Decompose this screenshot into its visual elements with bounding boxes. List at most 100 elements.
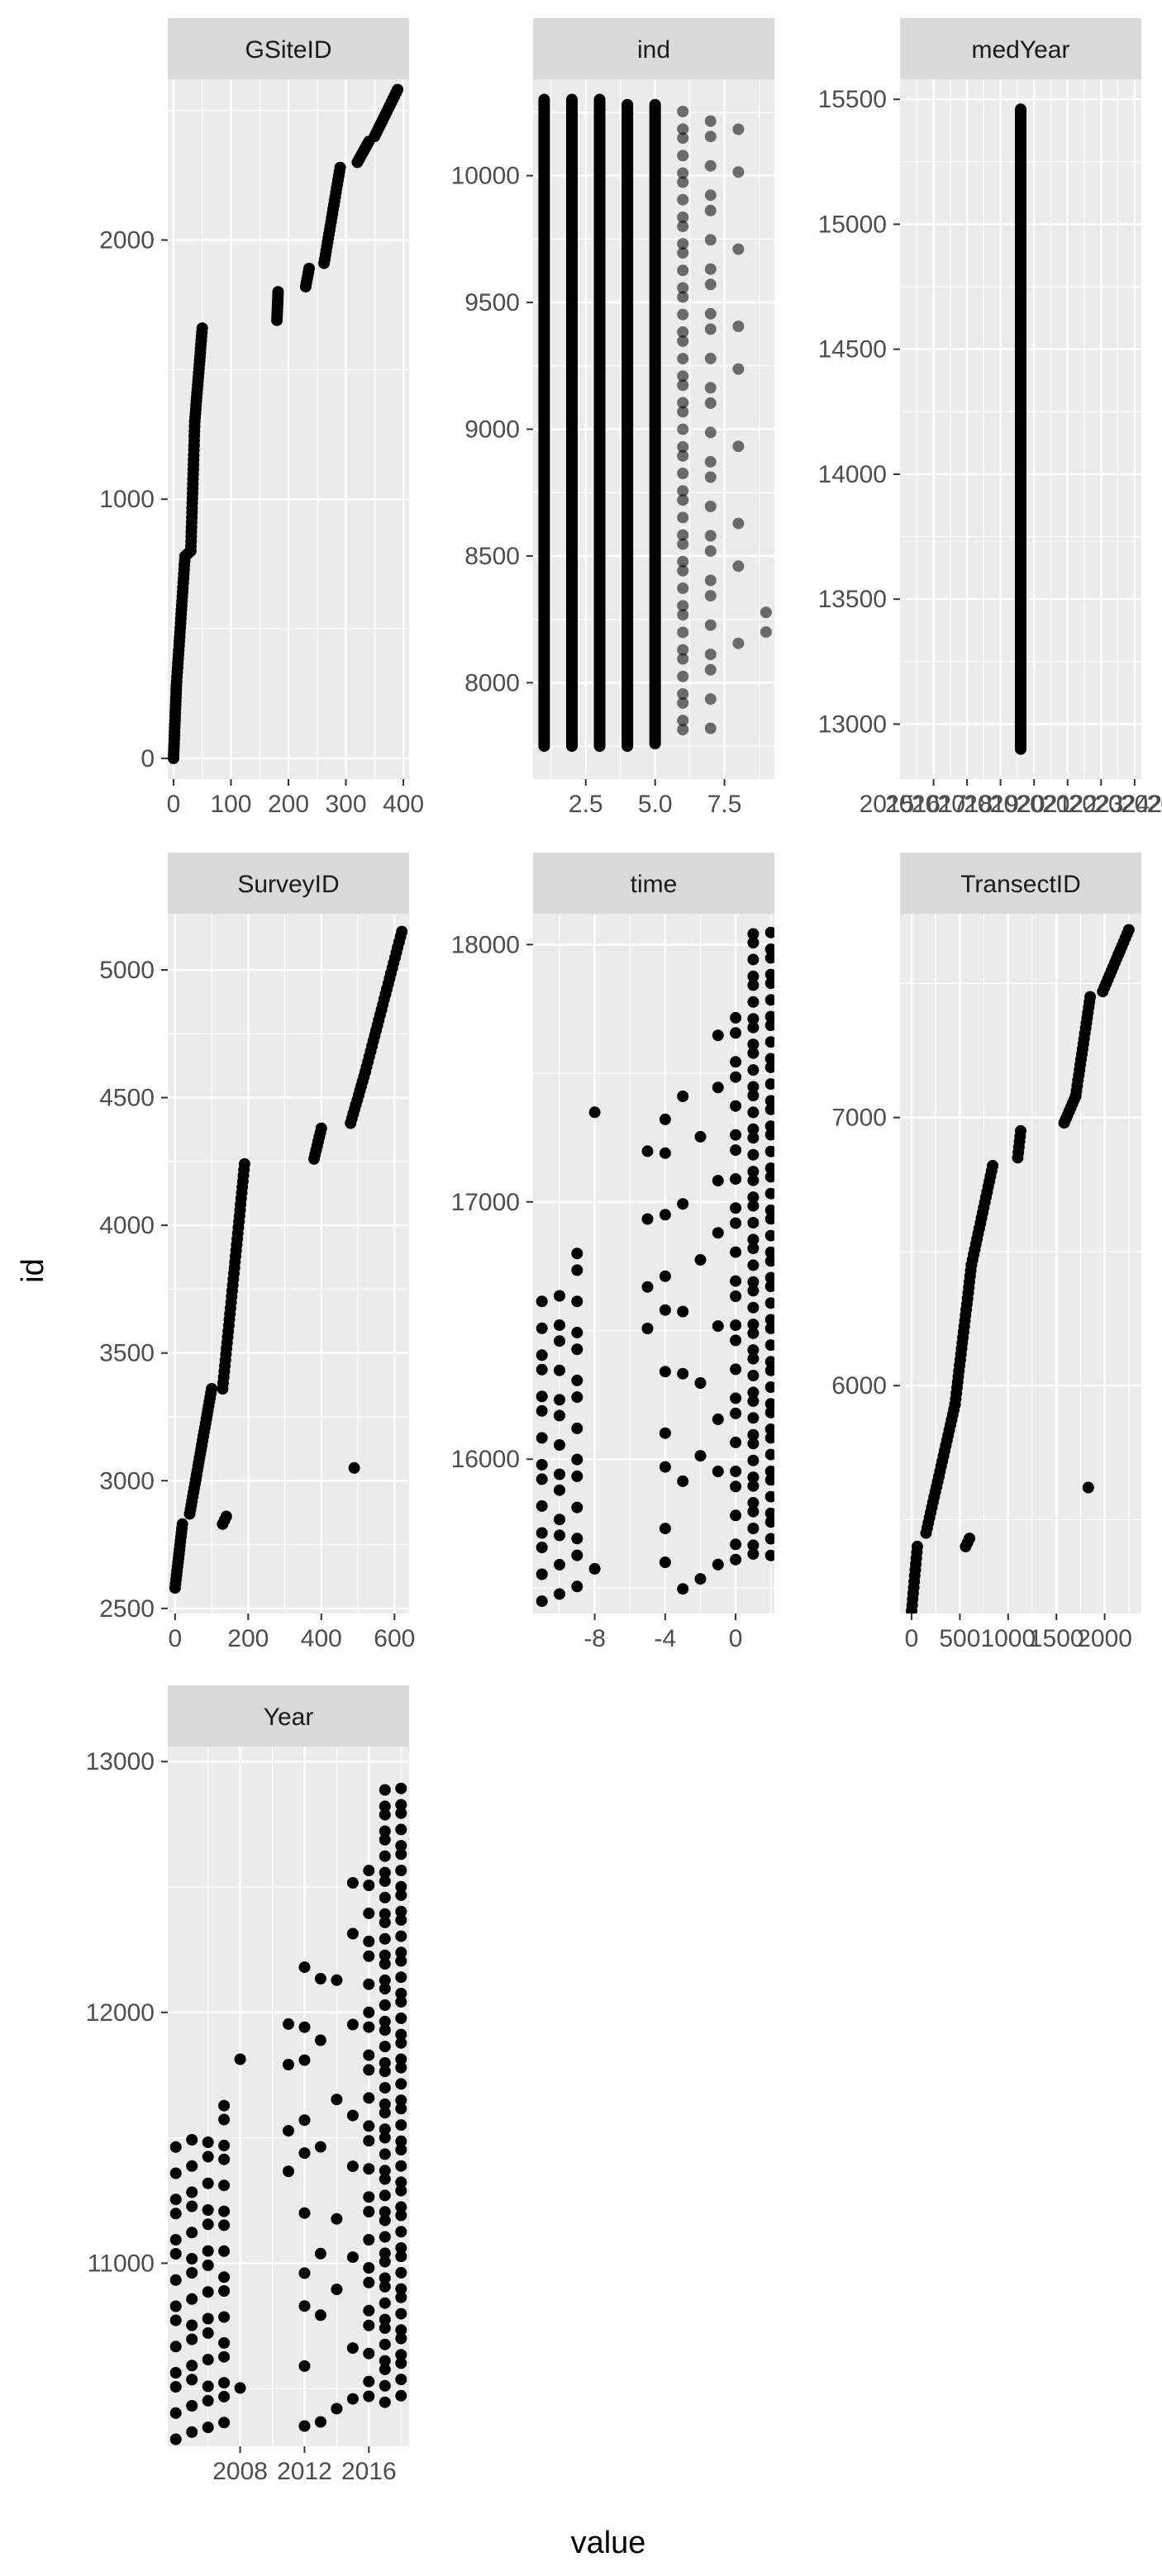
data-point — [554, 1290, 565, 1302]
data-point — [677, 1198, 689, 1210]
data-point — [747, 970, 760, 982]
data-point — [186, 2426, 198, 2438]
data-point — [764, 926, 774, 939]
data-point — [764, 943, 774, 955]
x-tick-label: -4 — [655, 1625, 677, 1652]
data-point — [704, 204, 717, 216]
data-point — [395, 1807, 407, 1819]
data-point — [169, 2407, 182, 2419]
data-point — [747, 1370, 760, 1381]
facet-surveyid: SurveyID 0 200 400 600 2500 3000 3500 4000 4500 50… — [99, 853, 415, 1652]
data-point — [732, 123, 745, 135]
data-point — [363, 2006, 375, 2018]
facet-strip — [168, 18, 409, 79]
data-point — [764, 1406, 774, 1419]
data-point — [202, 2218, 214, 2231]
data-point — [379, 2015, 391, 2027]
data-point — [186, 2360, 198, 2372]
data-point — [379, 1974, 391, 1986]
facet-strip — [168, 853, 409, 914]
data-point — [283, 2059, 294, 2070]
data-point — [677, 379, 689, 392]
data-point — [764, 1246, 774, 1258]
x-tick-label: 2021 — [1016, 791, 1071, 818]
data-point — [363, 1950, 375, 1962]
data-point — [395, 2291, 407, 2303]
data-point — [571, 1470, 583, 1482]
data-point — [747, 937, 760, 948]
x-tick-label: 400 — [301, 1625, 342, 1652]
data-point — [379, 1866, 391, 1879]
data-point — [747, 1259, 760, 1271]
data-point — [379, 2355, 391, 2367]
data-points — [168, 83, 404, 764]
data-point — [346, 2393, 359, 2405]
data-point — [218, 2153, 231, 2165]
y-tick-label: 13000 — [86, 1748, 155, 1775]
data-point — [395, 1799, 407, 1811]
data-point — [677, 406, 689, 418]
data-point — [747, 1021, 760, 1034]
x-tick-label: -8 — [583, 1625, 606, 1652]
data-point — [379, 2148, 391, 2160]
data-point — [169, 2314, 182, 2326]
data-point — [379, 1891, 391, 1903]
data-points — [169, 925, 408, 1595]
data-point — [283, 2018, 294, 2030]
x-tick-label: 2.5 — [569, 791, 603, 818]
data-point — [298, 2360, 311, 2372]
x-tick-label: 2000 — [1077, 1625, 1132, 1652]
data-point — [395, 2201, 407, 2213]
data-point — [730, 1465, 742, 1477]
data-point — [303, 263, 315, 274]
y-tick-label: 4500 — [99, 1085, 155, 1112]
y-tick-label: 18000 — [451, 931, 520, 958]
data-point — [659, 1209, 671, 1221]
data-point — [283, 2165, 294, 2178]
data-point — [186, 2400, 198, 2412]
y-tick-label: 15000 — [818, 211, 887, 238]
data-point — [747, 1276, 760, 1288]
data-point — [395, 2349, 407, 2361]
y-tick-label: 4000 — [99, 1212, 155, 1239]
x-tick-label: 5.0 — [638, 791, 673, 818]
data-point — [747, 1547, 760, 1560]
data-point — [730, 1129, 742, 1141]
x-tick-label: 2015 — [860, 791, 915, 818]
data-point — [704, 530, 717, 542]
data-point — [554, 1364, 565, 1376]
data-point — [379, 2024, 391, 2037]
data-point — [677, 600, 689, 612]
data-point — [314, 2416, 326, 2428]
data-point — [704, 426, 717, 439]
facet-gsiteid: GSiteID 0 100 200 300 400 0 1000 2000 — [99, 18, 424, 818]
data-point — [363, 2390, 375, 2403]
data-point — [571, 1422, 583, 1434]
data-point — [395, 2053, 407, 2065]
data-point — [764, 1036, 774, 1048]
data-point — [987, 1160, 999, 1172]
data-point — [238, 1157, 250, 1170]
data-point — [1084, 991, 1097, 1003]
data-point — [704, 115, 717, 127]
data-point — [764, 1229, 774, 1242]
data-point — [764, 1078, 774, 1091]
data-point — [218, 2350, 231, 2363]
data-point — [747, 1319, 760, 1331]
data-point — [379, 2247, 391, 2260]
data-point — [677, 696, 689, 709]
data-point — [694, 1573, 707, 1585]
data-point — [730, 1334, 742, 1347]
data-point — [677, 247, 689, 259]
data-point — [346, 1877, 359, 1889]
data-point — [730, 1056, 742, 1068]
y-tick-label: 8000 — [464, 669, 520, 696]
data-point — [704, 455, 717, 468]
y-tick-label: 15500 — [818, 86, 887, 113]
data-point — [186, 2333, 198, 2345]
data-point — [363, 2049, 375, 2061]
data-point — [730, 1027, 742, 1039]
data-point — [395, 1840, 407, 1852]
data-point — [747, 1090, 760, 1101]
x-tick-label: 2025 — [1121, 791, 1162, 818]
